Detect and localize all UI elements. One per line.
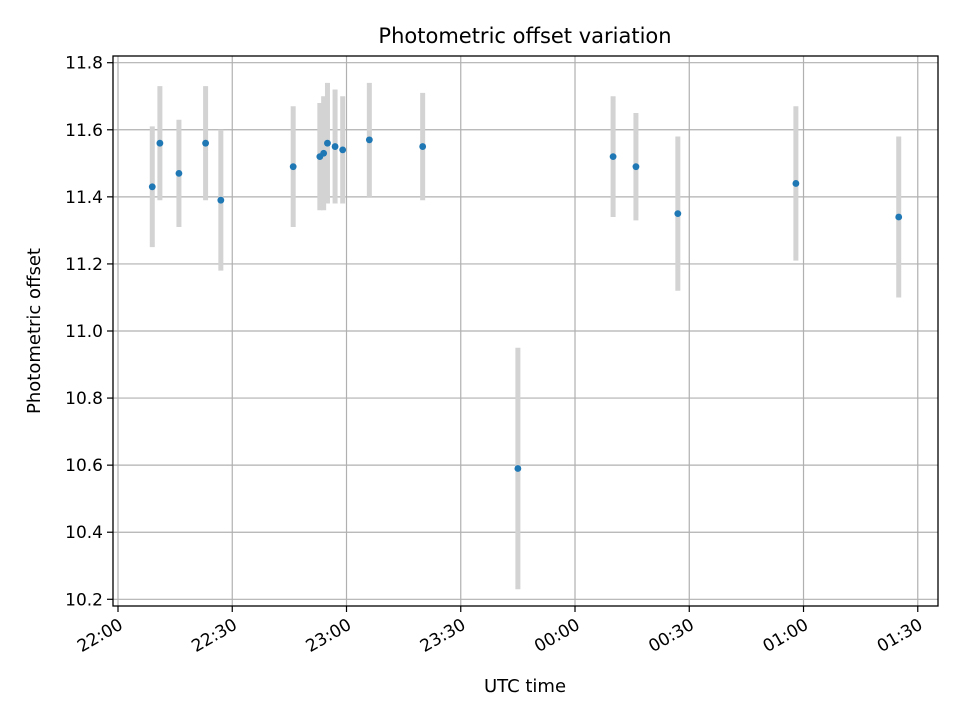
x-axis-title: UTC time — [484, 676, 566, 697]
data-point — [156, 139, 164, 147]
y-tick-label: 11.8 — [65, 54, 103, 74]
data-points — [148, 136, 903, 472]
y-tick-label: 10.4 — [65, 523, 103, 543]
y-tick-label: 10.2 — [65, 590, 103, 610]
data-point — [324, 139, 331, 147]
data-point — [148, 183, 156, 191]
errorbars — [149, 82, 902, 590]
x-axis: 22:00 22:30 23:00 23:30 00:00 00:30 01:00 01:30 — [74, 606, 926, 657]
y-tick-label: 11.6 — [65, 121, 103, 141]
y-axis: 10.2 10.4 10.6 10.8 11.0 11.2 11.4 11.6 11.8 — [65, 54, 113, 610]
data-point — [175, 169, 183, 177]
data-point — [514, 465, 522, 472]
y-tick-label: 10.8 — [65, 389, 103, 409]
data-point — [365, 136, 373, 144]
data-point — [609, 153, 617, 161]
y-tick-label: 11.4 — [65, 188, 103, 208]
y-tick-label: 10.6 — [65, 456, 103, 476]
data-point — [339, 146, 347, 154]
data-point — [202, 139, 209, 147]
x-tick-label: 22:30 — [188, 615, 240, 657]
x-tick-label: 22:00 — [74, 615, 126, 657]
data-point — [217, 196, 225, 204]
data-point — [419, 143, 427, 150]
data-point — [632, 163, 640, 171]
data-point — [674, 210, 682, 218]
x-tick-label: 00:30 — [645, 615, 697, 657]
x-tick-label: 01:00 — [760, 615, 812, 657]
x-tick-label: 00:00 — [531, 615, 583, 657]
data-point — [895, 213, 903, 221]
chart-title: Photometric offset variation — [378, 24, 671, 48]
x-tick-label: 23:00 — [303, 615, 355, 657]
data-point — [289, 163, 297, 171]
grid — [113, 56, 938, 606]
y-axis-title: Photometric offset — [24, 248, 45, 414]
data-point — [331, 143, 339, 150]
y-tick-label: 11.0 — [65, 322, 103, 342]
x-tick-label: 23:30 — [417, 615, 469, 657]
y-tick-label: 11.2 — [65, 255, 103, 275]
x-tick-label: 01:30 — [874, 615, 926, 657]
data-point — [792, 180, 800, 187]
data-point — [320, 149, 328, 157]
